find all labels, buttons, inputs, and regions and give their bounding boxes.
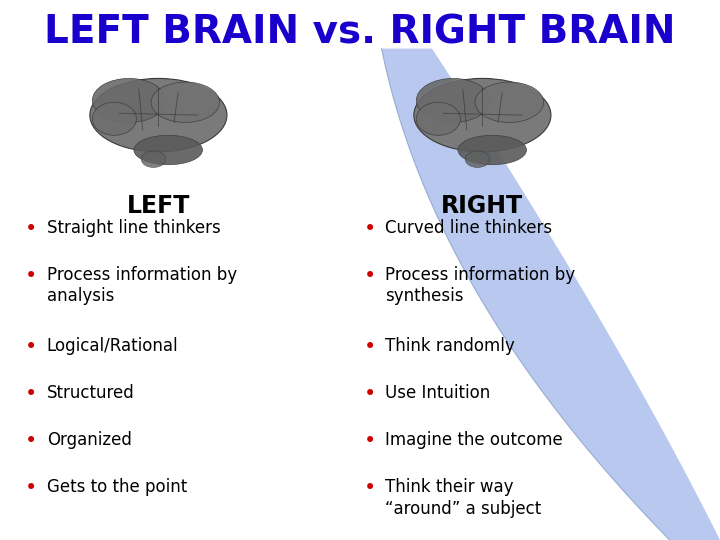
Ellipse shape <box>475 82 544 123</box>
Text: •: • <box>25 431 37 451</box>
Text: •: • <box>364 478 376 498</box>
Text: Straight line thinkers: Straight line thinkers <box>47 219 220 237</box>
Text: •: • <box>25 478 37 498</box>
Text: Process information by
synthesis: Process information by synthesis <box>385 266 575 305</box>
Text: Use Intuition: Use Intuition <box>385 384 490 402</box>
Ellipse shape <box>416 102 460 136</box>
Text: •: • <box>364 337 376 357</box>
Text: •: • <box>364 384 376 404</box>
Text: •: • <box>25 219 37 239</box>
Ellipse shape <box>90 78 227 152</box>
Text: Structured: Structured <box>47 384 135 402</box>
Text: Curved line thinkers: Curved line thinkers <box>385 219 552 237</box>
Ellipse shape <box>465 151 490 167</box>
Ellipse shape <box>92 78 166 123</box>
Text: •: • <box>25 266 37 286</box>
Text: Process information by
analysis: Process information by analysis <box>47 266 237 305</box>
Ellipse shape <box>414 78 551 152</box>
Text: •: • <box>364 431 376 451</box>
Ellipse shape <box>134 136 202 165</box>
Text: Think randomly: Think randomly <box>385 337 515 355</box>
Polygon shape <box>382 49 720 540</box>
Text: LEFT: LEFT <box>127 194 190 218</box>
Ellipse shape <box>458 136 526 165</box>
Text: RIGHT: RIGHT <box>441 194 523 218</box>
Ellipse shape <box>92 102 136 136</box>
Text: •: • <box>25 384 37 404</box>
Text: •: • <box>364 266 376 286</box>
Text: Gets to the point: Gets to the point <box>47 478 187 496</box>
Text: Think their way
“around” a subject: Think their way “around” a subject <box>385 478 541 517</box>
Text: Logical/Rational: Logical/Rational <box>47 337 179 355</box>
Ellipse shape <box>416 78 490 123</box>
Text: Imagine the outcome: Imagine the outcome <box>385 431 563 449</box>
Text: •: • <box>364 219 376 239</box>
Ellipse shape <box>141 151 166 167</box>
Text: LEFT BRAIN vs. RIGHT BRAIN: LEFT BRAIN vs. RIGHT BRAIN <box>44 14 676 51</box>
Text: •: • <box>25 337 37 357</box>
Text: Organized: Organized <box>47 431 132 449</box>
Ellipse shape <box>151 82 220 123</box>
